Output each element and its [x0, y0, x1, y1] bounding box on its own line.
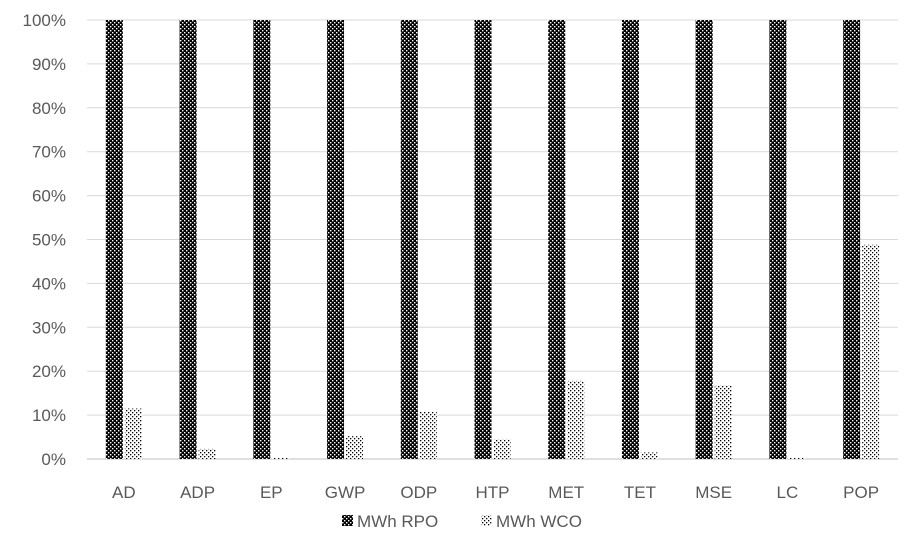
bar-mwh-wco-adp	[198, 448, 216, 459]
legend-item-mwh-rpo: MWh RPO	[342, 512, 438, 531]
y-tick-label: 50%	[32, 231, 66, 250]
x-tick-label-htp: HTP	[476, 483, 510, 502]
y-tick-label: 60%	[32, 187, 66, 206]
bar-mwh-rpo-gwp	[327, 20, 345, 459]
bar-mwh-wco-mse	[714, 385, 732, 459]
bar-mwh-wco-met	[567, 380, 585, 459]
bar-mwh-rpo-mse	[695, 20, 713, 459]
y-tick-label: 40%	[32, 274, 66, 293]
y-tick-label: 70%	[32, 143, 66, 162]
bar-mwh-rpo-htp	[474, 20, 492, 459]
bars	[105, 20, 880, 459]
bar-mwh-rpo-tet	[621, 20, 639, 459]
bar-mwh-wco-htp	[493, 439, 511, 459]
y-tick-label: 20%	[32, 362, 66, 381]
bar-mwh-rpo-lc	[769, 20, 787, 459]
legend-swatch	[342, 515, 353, 526]
x-tick-label-ep: EP	[260, 483, 283, 502]
bar-mwh-rpo-adp	[179, 20, 197, 459]
x-axis-ticks: AD ADP EP GWP ODP HTP MET TET MSE LC POP	[112, 483, 879, 502]
legend-label: MWh RPO	[357, 512, 438, 531]
bar-mwh-rpo-ad	[105, 20, 123, 459]
x-tick-label-gwp: GWP	[325, 483, 366, 502]
legend: MWh RPO MWh WCO	[342, 512, 582, 531]
y-tick-label: 30%	[32, 318, 66, 337]
x-tick-label-adp: ADP	[180, 483, 215, 502]
legend-swatch	[481, 515, 492, 526]
x-tick-label-mse: MSE	[695, 483, 732, 502]
y-tick-label: 80%	[32, 99, 66, 118]
legend-item-mwh-wco: MWh WCO	[481, 512, 582, 531]
x-tick-label-lc: LC	[777, 483, 799, 502]
bar-mwh-rpo-ep	[253, 20, 271, 459]
bar-mwh-wco-pop	[862, 244, 880, 459]
bar-mwh-rpo-odp	[400, 20, 418, 459]
x-tick-label-odp: ODP	[400, 483, 437, 502]
y-axis-ticks: 0% 10% 20% 30% 40% 50% 60% 70% 80% 90% 100%	[23, 11, 66, 469]
y-tick-label: 90%	[32, 55, 66, 74]
x-tick-label-ad: AD	[112, 483, 136, 502]
bar-mwh-wco-tet	[640, 452, 658, 459]
bar-mwh-wco-odp	[419, 411, 437, 459]
bar-mwh-wco-ep	[272, 457, 290, 459]
bar-mwh-wco-ad	[124, 408, 142, 459]
bar-mwh-wco-lc	[788, 457, 806, 459]
gridlines	[87, 19, 898, 460]
y-tick-label: 100%	[23, 11, 66, 30]
bar-mwh-wco-gwp	[346, 436, 364, 459]
x-tick-label-met: MET	[548, 483, 584, 502]
legend-label: MWh WCO	[496, 512, 582, 531]
bar-mwh-rpo-met	[548, 20, 566, 459]
bar-mwh-rpo-pop	[843, 20, 861, 459]
x-tick-label-pop: POP	[843, 483, 879, 502]
y-tick-label: 10%	[32, 406, 66, 425]
x-tick-label-tet: TET	[624, 483, 656, 502]
y-tick-label: 0%	[41, 450, 66, 469]
